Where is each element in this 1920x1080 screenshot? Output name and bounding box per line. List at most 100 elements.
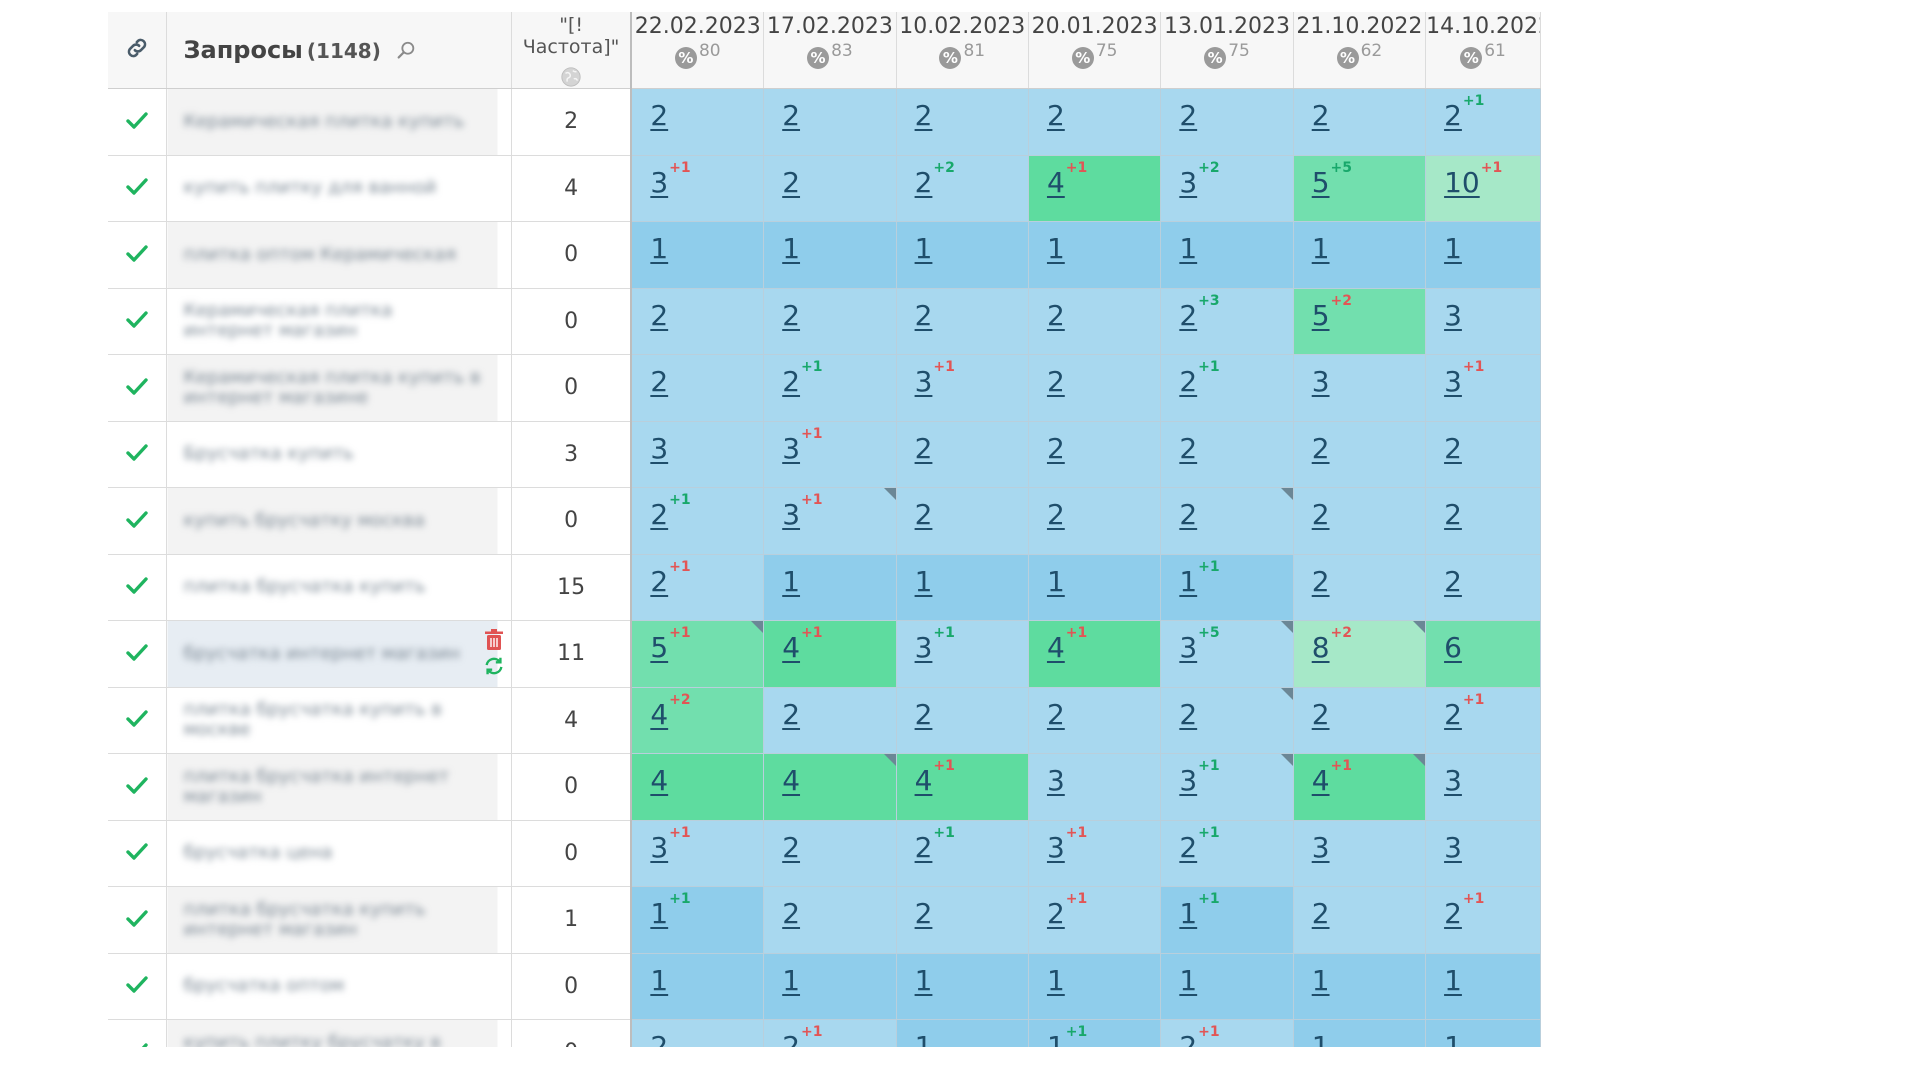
position-cell[interactable]: 4 <box>631 753 765 821</box>
position-cell[interactable]: 2 <box>631 1019 765 1047</box>
note-corner-marker[interactable] <box>883 754 896 766</box>
position-cell[interactable]: 2 <box>1425 487 1541 555</box>
check-cell[interactable] <box>108 155 168 222</box>
position-cell[interactable]: 3+1 <box>896 354 1029 422</box>
note-corner-marker[interactable] <box>1280 687 1293 700</box>
position-cell[interactable]: 2+1 <box>763 354 897 422</box>
position-link[interactable]: 2 <box>914 897 933 930</box>
check-cell[interactable] <box>108 421 168 488</box>
position-cell[interactable]: 10+1 <box>1425 155 1541 222</box>
position-link[interactable]: 1 <box>914 963 933 997</box>
date-column-header[interactable]: 10.02.202381 <box>896 12 1029 89</box>
query-cell[interactable]: брусчатка цена <box>166 820 512 887</box>
position-cell[interactable]: 2 <box>896 687 1029 754</box>
position-cell[interactable]: 2+1 <box>896 820 1029 887</box>
position-link[interactable]: 2 <box>1046 298 1065 332</box>
position-cell[interactable]: 2+1 <box>1160 1019 1294 1047</box>
position-link[interactable]: 1 <box>1311 232 1330 265</box>
position-cell[interactable]: 1+1 <box>631 886 765 954</box>
position-link[interactable]: 2 <box>1311 564 1330 598</box>
position-link[interactable]: 3 <box>1444 830 1462 864</box>
position-cell[interactable]: 2+1 <box>1160 820 1294 887</box>
check-cell[interactable] <box>108 620 168 688</box>
position-cell[interactable]: 3+1 <box>763 487 897 555</box>
position-link[interactable]: 3 <box>1444 764 1462 797</box>
position-link[interactable]: 3 <box>1179 631 1198 664</box>
position-cell[interactable]: 1+1 <box>1160 554 1294 621</box>
position-cell[interactable]: 2 <box>763 155 897 222</box>
check-cell[interactable] <box>108 687 168 754</box>
position-link[interactable]: 5 <box>1311 298 1330 332</box>
position-link[interactable]: 2 <box>914 165 933 199</box>
position-cell[interactable]: 2 <box>1293 88 1427 156</box>
position-link[interactable]: 1 <box>1179 564 1198 598</box>
position-cell[interactable]: 2 <box>1293 886 1427 954</box>
trash-icon[interactable] <box>484 629 503 651</box>
position-link[interactable]: 3 <box>1046 830 1065 864</box>
position-link[interactable]: 2 <box>1046 431 1065 465</box>
note-corner-marker[interactable] <box>883 488 896 500</box>
position-link[interactable]: 2 <box>1444 564 1462 598</box>
position-link[interactable]: 5 <box>1311 165 1330 199</box>
position-cell[interactable]: 6 <box>1425 620 1541 688</box>
position-cell[interactable]: 2+3 <box>1160 288 1294 355</box>
query-cell[interactable]: купить брусчатку москва <box>166 487 512 555</box>
position-cell[interactable]: 2 <box>1293 554 1427 621</box>
position-link[interactable]: 2 <box>1046 697 1065 731</box>
query-cell[interactable]: купить плитку брусчатку в интернет <box>166 1019 512 1047</box>
position-cell[interactable]: 1 <box>763 554 897 621</box>
position-link[interactable]: 3 <box>1444 365 1462 398</box>
query-cell[interactable]: плитка брусчатка купить интернет магазин <box>166 886 512 954</box>
check-icon[interactable] <box>125 972 149 996</box>
note-corner-marker[interactable] <box>1413 621 1426 633</box>
position-cell[interactable]: 1 <box>896 1019 1029 1047</box>
position-link[interactable]: 4 <box>1046 165 1065 199</box>
position-link[interactable]: 1 <box>650 232 669 265</box>
position-link[interactable]: 2 <box>650 1030 669 1047</box>
position-cell[interactable]: 1+1 <box>1160 886 1294 954</box>
check-icon[interactable] <box>125 108 149 132</box>
position-link[interactable]: 2 <box>914 431 933 465</box>
position-cell[interactable]: 3 <box>1293 354 1427 422</box>
position-link[interactable]: 2 <box>1444 431 1462 465</box>
position-cell[interactable]: 1+1 <box>1028 1019 1162 1047</box>
position-link[interactable]: 2 <box>782 897 801 930</box>
position-cell[interactable]: 2+1 <box>1425 886 1541 954</box>
position-link[interactable]: 2 <box>914 830 933 864</box>
position-cell[interactable]: 2 <box>896 886 1029 954</box>
position-link[interactable]: 3 <box>1311 365 1330 398</box>
position-cell[interactable]: 5+1 <box>631 620 765 688</box>
position-cell[interactable]: 4+1 <box>896 753 1029 821</box>
check-cell[interactable] <box>108 953 168 1020</box>
query-cell[interactable]: плитка оптом Керамическая <box>166 221 512 289</box>
position-cell[interactable]: 1 <box>1293 953 1427 1020</box>
position-cell[interactable]: 3 <box>1028 753 1162 821</box>
position-link[interactable]: 10 <box>1444 165 1480 199</box>
position-cell[interactable]: 2+1 <box>1160 354 1294 422</box>
position-cell[interactable]: 1 <box>1425 1019 1541 1047</box>
position-cell[interactable]: 4+1 <box>763 620 897 688</box>
check-cell[interactable] <box>108 753 168 821</box>
position-link[interactable]: 2 <box>650 298 669 332</box>
position-cell[interactable]: 2+1 <box>631 487 765 555</box>
position-cell[interactable]: 4+2 <box>631 687 765 754</box>
position-cell[interactable]: 2+1 <box>631 554 765 621</box>
position-link[interactable]: 2 <box>914 697 933 731</box>
check-icon[interactable] <box>125 839 149 863</box>
position-cell[interactable]: 1 <box>1160 953 1294 1020</box>
check-icon[interactable] <box>125 573 149 597</box>
position-cell[interactable]: 1 <box>1028 554 1162 621</box>
position-cell[interactable]: 2 <box>896 487 1029 555</box>
position-link[interactable]: 1 <box>1046 1030 1065 1047</box>
frequency-column-header[interactable]: "[!Частота]" <box>511 12 633 89</box>
check-icon[interactable] <box>125 1039 149 1047</box>
position-link[interactable]: 2 <box>650 365 669 398</box>
position-cell[interactable]: 2 <box>1028 88 1162 156</box>
position-link[interactable]: 3 <box>914 365 933 398</box>
position-link[interactable]: 2 <box>1179 830 1198 864</box>
position-cell[interactable]: 1 <box>631 953 765 1020</box>
check-icon[interactable] <box>125 906 149 930</box>
check-icon[interactable] <box>125 374 149 398</box>
position-link[interactable]: 1 <box>650 897 669 930</box>
date-column-header[interactable]: 21.10.202262 <box>1293 12 1427 89</box>
